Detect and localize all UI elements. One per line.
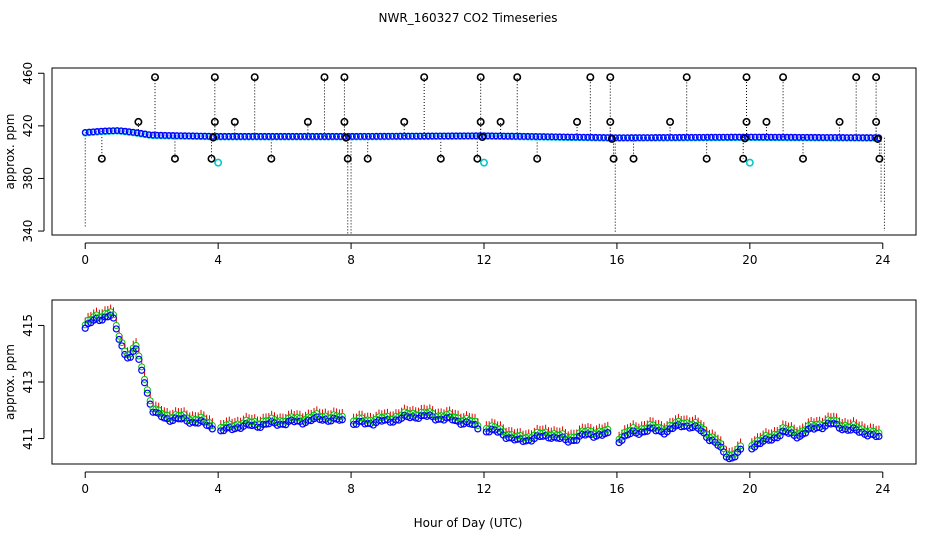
outlier-point	[481, 159, 487, 165]
x-axis: 0 4 8 12 16 20 24	[81, 243, 890, 267]
x-tick-label: 0	[81, 482, 89, 496]
x-axis: 0 4 8 12 16 20 24	[81, 472, 890, 496]
x-tick-label: 12	[476, 253, 491, 267]
series-points	[82, 305, 882, 462]
x-axis-label: Hour of Day (UTC)	[414, 516, 523, 530]
y-tick-label: 413	[21, 371, 35, 394]
outlier-point	[474, 156, 480, 162]
x-tick-label: 8	[347, 253, 355, 267]
x-tick-label: 4	[214, 253, 222, 267]
y-axis-label: approx. ppm	[3, 114, 17, 190]
y-tick-label: 380	[21, 167, 35, 190]
outlier-point	[401, 119, 407, 125]
x-tick-label: 24	[875, 253, 890, 267]
top-panel: 0 4 8 12 16 20 24 340 380 420 460 approx. ppm	[3, 62, 916, 267]
x-tick-label: 20	[742, 482, 757, 496]
x-tick-label: 4	[214, 482, 222, 496]
chart-title: NWR_160327 CO2 Timeseries	[379, 11, 558, 25]
plot-frame	[52, 68, 916, 235]
x-tick-label: 0	[81, 253, 89, 267]
y-tick-label: 340	[21, 220, 35, 243]
y-tick-label: 411	[21, 427, 35, 450]
plot-frame	[52, 300, 916, 464]
y-axis-label: approx. ppm	[3, 344, 17, 420]
outlier-point	[135, 119, 141, 125]
x-tick-label: 16	[609, 482, 624, 496]
outlier-point	[747, 159, 753, 165]
outlier-point	[215, 159, 221, 165]
bottom-panel: 0 4 8 12 16 20 24 411 413 415 approx. ppm	[3, 300, 916, 496]
x-tick-label: 16	[609, 253, 624, 267]
outlier-point	[341, 74, 347, 80]
y-tick-label: 460	[21, 62, 35, 85]
x-tick-label: 20	[742, 253, 757, 267]
y-tick-label: 420	[21, 114, 35, 137]
outlier-points	[99, 74, 883, 166]
y-tick-label: 415	[21, 314, 35, 337]
x-tick-label: 8	[347, 482, 355, 496]
y-axis: 411 413 415	[21, 314, 44, 450]
x-tick-label: 24	[875, 482, 890, 496]
outlier-spikes	[85, 77, 884, 233]
co2-timeseries-figure: NWR_160327 CO2 Timeseries 0 4 8 12 16 20 24 340…	[0, 0, 936, 540]
y-axis: 340 380 420 460	[21, 62, 44, 243]
outlier-point	[477, 119, 483, 125]
x-tick-label: 12	[476, 482, 491, 496]
outlier-point	[477, 74, 483, 80]
outlier-point	[497, 119, 503, 125]
outlier-point	[421, 74, 427, 80]
outlier-point	[268, 156, 274, 162]
